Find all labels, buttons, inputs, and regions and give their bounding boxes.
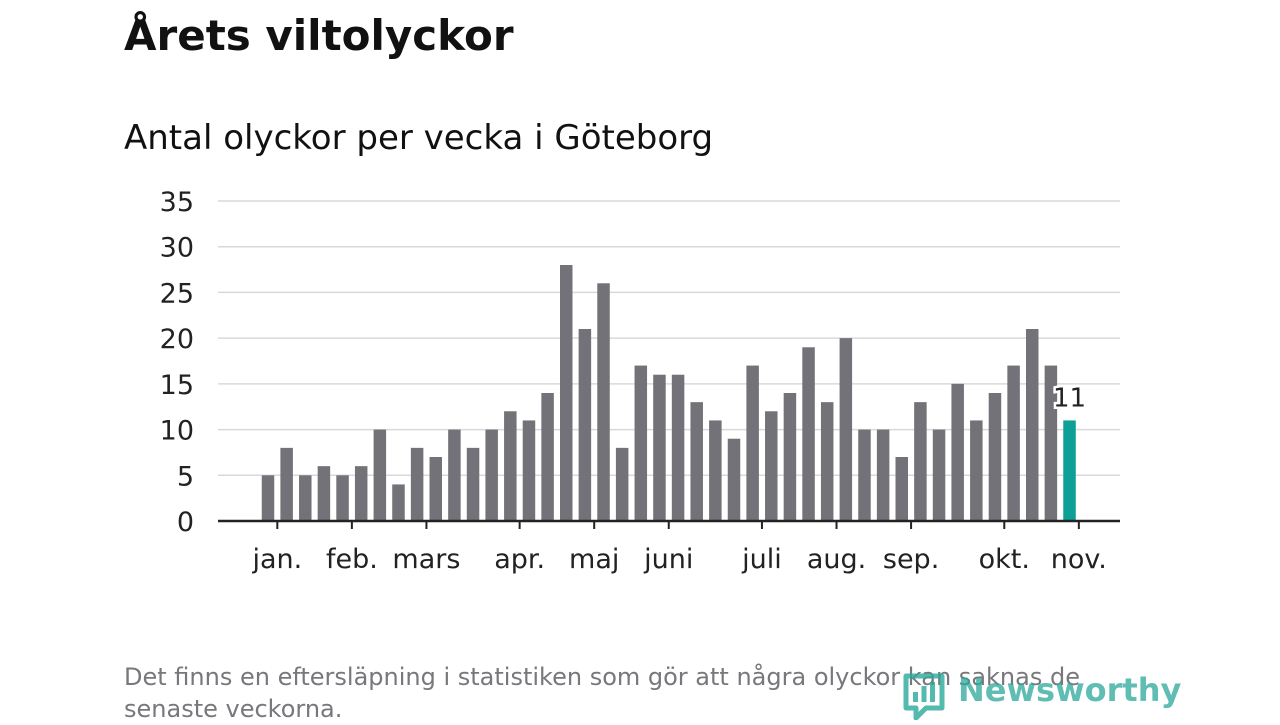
y-tick-label: 0: [177, 507, 194, 538]
gridlines: [218, 200, 1120, 477]
x-tick-label: jan.: [251, 544, 302, 575]
bar: [671, 374, 685, 521]
bar: [1044, 365, 1058, 521]
bar: [261, 475, 275, 521]
x-tick-labels: jan. feb. mars apr. maj juni juli aug. sep. okt. n…: [251, 544, 1106, 575]
y-tick-label: 10: [160, 416, 194, 447]
annotation: 11: [1050, 381, 1088, 416]
bar: [1007, 365, 1020, 521]
bar: [336, 475, 349, 521]
bar: [448, 429, 461, 521]
x-axis: [218, 519, 1120, 529]
bar: [876, 429, 890, 521]
x-tick-label: feb.: [326, 544, 378, 575]
x-tick-label: aug.: [807, 544, 866, 575]
bar: [1025, 329, 1039, 521]
newsworthy-logo-icon: [903, 673, 945, 720]
bar: [988, 393, 1002, 521]
bar: [522, 420, 536, 521]
x-tick-label: okt.: [979, 544, 1030, 575]
brand-name: Newsworthy: [958, 671, 1182, 709]
bar: [914, 402, 927, 521]
chart-subtitle: Antal olyckor per vecka i Göteborg: [124, 118, 714, 158]
bar: [615, 447, 629, 521]
bar: [727, 438, 741, 521]
bar: [578, 329, 592, 521]
bar: [541, 393, 554, 521]
bar: [839, 338, 853, 521]
x-tick-label: mars: [392, 544, 460, 575]
bar: [485, 429, 498, 521]
bar-highlight: [1063, 420, 1076, 521]
bar: [746, 365, 759, 521]
bar: [559, 265, 573, 521]
bar: [951, 383, 964, 521]
y-tick-labels: 0 5 10 15 20 25 30 35: [160, 187, 194, 538]
bar: [858, 429, 871, 521]
bar: [783, 393, 797, 521]
x-tick-label: maj: [569, 544, 619, 575]
brand-logo[interactable]: Newsworthy: [900, 666, 1181, 720]
bar: [429, 457, 443, 521]
x-tick-label: sep.: [883, 544, 939, 575]
bar: [820, 402, 834, 521]
bar: [317, 466, 331, 521]
chart-title: Årets viltolyckor: [124, 11, 514, 60]
bar: [597, 283, 610, 521]
bars: [261, 265, 1076, 521]
bar: [802, 347, 815, 521]
bar: [354, 466, 368, 521]
x-tick-label: juli: [741, 544, 782, 575]
bar: [410, 447, 424, 521]
y-tick-label: 15: [160, 370, 194, 401]
bar: [653, 374, 666, 521]
bar-chart: 0 5 10 15 20 25 30 35 jan. feb. mars apr. maj juni ju…: [160, 187, 1120, 575]
bar: [504, 411, 517, 521]
bar: [932, 429, 946, 521]
y-tick-label: 5: [177, 461, 194, 492]
bar: [392, 484, 405, 521]
y-tick-label: 30: [160, 233, 194, 264]
bar: [895, 457, 909, 521]
bar: [634, 365, 648, 521]
bar-value-label: 11: [1053, 383, 1086, 413]
y-tick-label: 35: [160, 187, 194, 218]
x-tick-label: juni: [643, 544, 693, 575]
x-tick-label: nov.: [1051, 544, 1107, 575]
bar: [299, 475, 312, 521]
bar: [373, 429, 387, 521]
bar: [690, 402, 703, 521]
bar: [466, 447, 480, 521]
bar: [709, 420, 722, 521]
x-tick-label: apr.: [494, 544, 545, 575]
bar: [970, 420, 983, 521]
bar: [765, 411, 778, 521]
y-tick-label: 20: [160, 324, 194, 355]
footnote: Det finns en eftersläpning i statistiken…: [124, 663, 1080, 723]
bar: [280, 447, 293, 521]
y-tick-label: 25: [160, 278, 194, 309]
